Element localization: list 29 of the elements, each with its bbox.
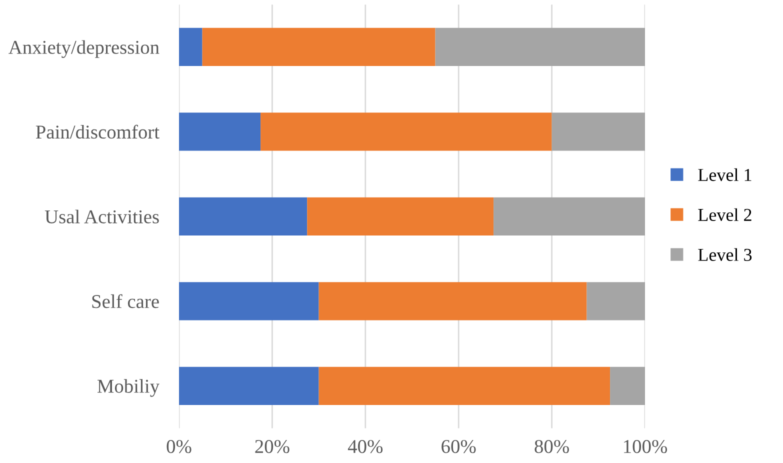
x-tick-label: 40% (348, 440, 383, 454)
bar (202, 28, 436, 66)
bar (610, 366, 645, 405)
bar (435, 28, 645, 66)
bar (318, 366, 610, 405)
y-tick-label: Anxiety/depression (8, 40, 160, 58)
bar (179, 197, 308, 236)
x-tick-label: 100% (624, 440, 668, 454)
legend-label: Level 2 (698, 208, 752, 222)
legend-label: Level 3 (698, 248, 752, 261)
bar (260, 112, 552, 151)
y-tick-label: Usal Activities (44, 210, 159, 224)
bar (318, 282, 587, 320)
x-tick-label: 20% (255, 440, 290, 454)
bar (179, 366, 319, 405)
bar (179, 112, 261, 151)
y-tick-label: Self care (92, 294, 159, 308)
bar (494, 197, 645, 236)
bar (179, 282, 319, 320)
y-tick-label: Mobiliy (97, 379, 160, 397)
y-tick-label: Pain/discomfort (36, 124, 160, 139)
bar (307, 197, 494, 236)
x-tick-label: 0% (166, 440, 192, 454)
legend-label: Level 1 (698, 168, 752, 182)
x-tick-label: 80% (534, 440, 569, 454)
bar (586, 282, 645, 320)
x-tick-label: 60% (442, 440, 476, 454)
bar (552, 112, 645, 151)
bar (179, 28, 202, 66)
